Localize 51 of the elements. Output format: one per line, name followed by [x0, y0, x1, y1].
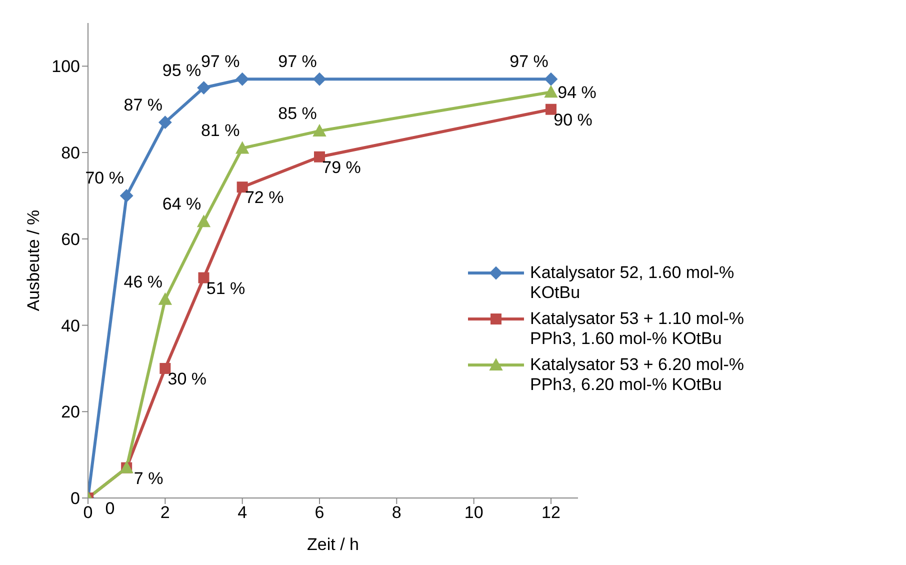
point: [236, 142, 249, 154]
data-label: 79 %: [322, 158, 361, 177]
data-label: 72 %: [244, 188, 284, 208]
point: [120, 189, 134, 202]
data-label: 94 %: [558, 83, 596, 102]
point: [198, 272, 210, 284]
y-axis-title: Ausbeute / %: [24, 210, 44, 312]
point: [158, 116, 172, 129]
point: [158, 292, 172, 305]
x-tick-label: 8: [392, 503, 402, 522]
y-tick-label: 40: [61, 316, 80, 336]
x-tick-label: 4: [238, 503, 248, 522]
data-label: 64 %: [162, 194, 202, 214]
y-tick-label: 100: [52, 57, 80, 76]
data-label: 7 %: [134, 468, 164, 488]
x-tick-label: 6: [314, 503, 324, 522]
x-tick-label: 12: [542, 503, 560, 522]
x-tick-label: 10: [464, 503, 484, 522]
data-label: 87 %: [124, 95, 163, 114]
point: [236, 72, 249, 86]
point: [545, 104, 556, 115]
y-tick-label: 60: [61, 230, 80, 249]
x-tick-label: 2: [160, 503, 170, 522]
point: [544, 72, 558, 86]
data-label: 85 %: [278, 104, 317, 123]
data-label: 97 %: [200, 52, 240, 72]
data-label: 90 %: [554, 110, 592, 130]
data-label: 95 %: [162, 60, 202, 80]
y-tick-label: 0: [70, 489, 80, 508]
point: [197, 81, 210, 94]
data-label: 70 %: [85, 168, 124, 188]
data-label: 46 %: [124, 272, 163, 292]
point: [312, 72, 326, 86]
point: [160, 362, 171, 374]
y-tick-label: 80: [61, 144, 80, 163]
point: [236, 182, 248, 193]
data-label: 97 %: [510, 52, 548, 72]
point: [314, 151, 325, 162]
legend-label: Katalysator 53 + 1.10 mol-% PPh3, 1.60 mol-% KOtBu: [530, 309, 746, 349]
legend-label: Katalysator 53 + 6.20 mol-% PPh3, 6.20 mol-% KOtBu: [530, 355, 746, 395]
point: [544, 86, 558, 98]
y-tick-label: 20: [61, 402, 80, 422]
point: [197, 215, 210, 228]
x-axis-title: Zeit / h: [307, 535, 359, 554]
legend-label: Katalysator 52, 1.60 mol-% KOtBu: [530, 263, 736, 303]
point: [312, 124, 326, 136]
data-label: 97 %: [278, 52, 317, 72]
data-label: 30 %: [168, 369, 207, 388]
data-label: 51 %: [206, 278, 246, 298]
x-tick-label: 0: [83, 503, 93, 522]
data-label: 81 %: [200, 121, 240, 140]
